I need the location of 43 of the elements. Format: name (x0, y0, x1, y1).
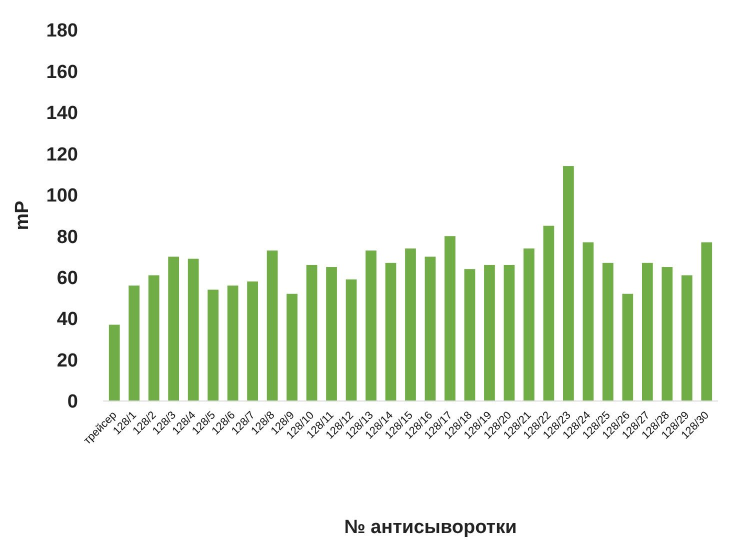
bar (484, 264, 495, 401)
bar (424, 256, 436, 401)
bar (247, 281, 258, 401)
bar (108, 324, 120, 401)
bar (227, 286, 238, 401)
y-tick-label: 140 (46, 103, 78, 124)
y-tick-label: 180 (46, 20, 78, 42)
bar (504, 264, 515, 401)
bar (543, 226, 554, 401)
bar (662, 267, 673, 401)
bar (602, 262, 614, 401)
y-tick-label: 0 (67, 392, 78, 413)
bar (524, 248, 534, 401)
bar (266, 250, 278, 401)
y-tick-label: 20 (56, 350, 78, 372)
bar (208, 290, 218, 401)
y-tick-label: 160 (46, 62, 78, 83)
bar (701, 242, 712, 401)
bar (366, 250, 376, 401)
bar (128, 286, 140, 401)
bar (444, 236, 456, 401)
y-tick-label: 80 (56, 226, 78, 248)
bar (188, 258, 199, 401)
bar (306, 264, 318, 401)
bar (681, 275, 692, 401)
bar (464, 269, 476, 401)
bar (148, 275, 160, 401)
bar (622, 294, 634, 401)
bar (286, 294, 298, 401)
bar (385, 262, 396, 401)
y-tick-label: 100 (46, 186, 78, 207)
bar (405, 248, 416, 401)
bar (326, 267, 337, 401)
bar (346, 279, 357, 401)
y-tick-label: 60 (56, 268, 78, 289)
y-tick-label: 120 (46, 144, 78, 166)
y-tick-label: 40 (56, 309, 78, 330)
bar (642, 262, 653, 401)
bar (168, 256, 180, 401)
x-axis-title: № антисыворотки (344, 517, 517, 538)
y-axis-title: mP (12, 200, 33, 230)
bar (563, 166, 574, 401)
bar (582, 242, 594, 401)
